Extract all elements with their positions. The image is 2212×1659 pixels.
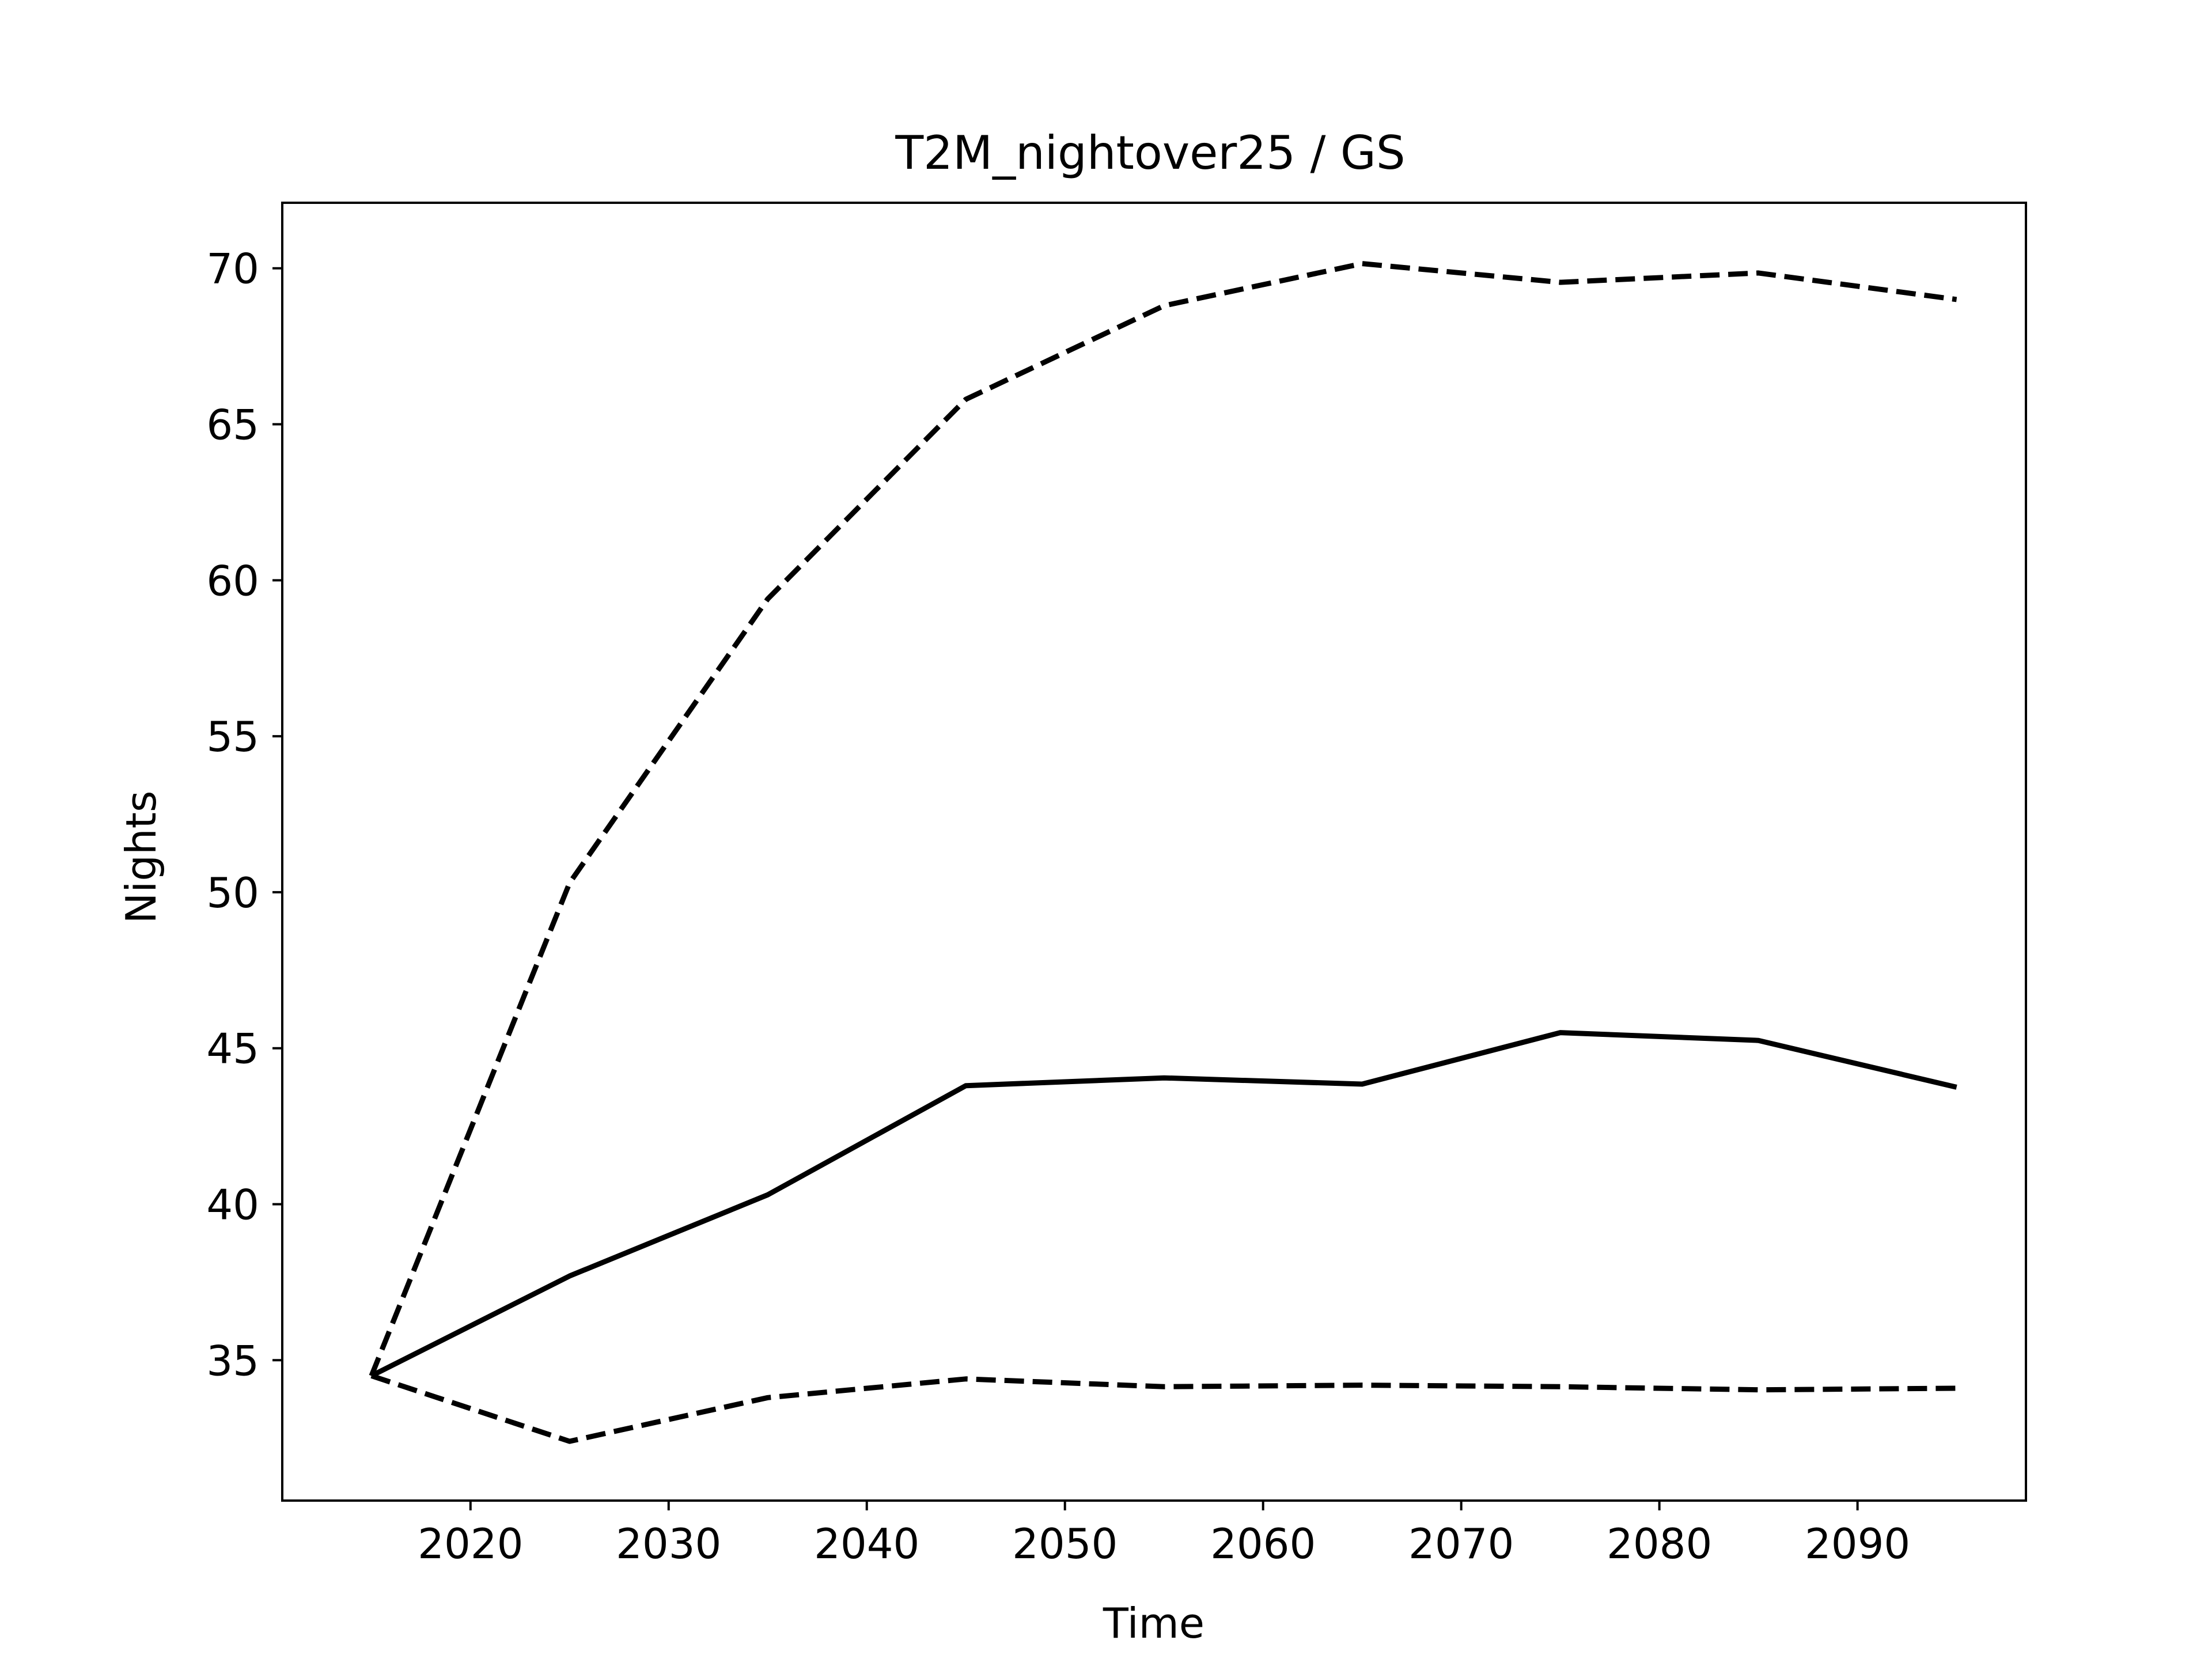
x-axis-label: Time <box>1103 1599 1205 1647</box>
x-tick-label: 2080 <box>1607 1520 1712 1568</box>
y-tick-label: 50 <box>206 869 259 917</box>
y-axis-label: Nights <box>117 791 165 924</box>
series-layer <box>369 261 1957 1444</box>
series-line-median <box>370 1030 1957 1378</box>
y-tick-label: 55 <box>206 713 259 761</box>
ticks-layer: 2020 2030 2040 2050 2060 2070 2080 2090 35 40 45 50… <box>206 245 1910 1568</box>
x-tick-label: 2040 <box>814 1520 919 1568</box>
plot-area-frame <box>281 202 2027 1502</box>
x-tick-label: 2070 <box>1408 1520 1514 1568</box>
y-tick-label: 60 <box>206 556 259 605</box>
x-tick-label: 2060 <box>1210 1520 1316 1568</box>
series-line-lower <box>370 1373 1957 1444</box>
chart-title: T2M_nightover25 / GS <box>895 126 1405 180</box>
y-tick-label: 70 <box>206 245 259 293</box>
y-tick-label: 35 <box>206 1336 259 1385</box>
x-tick-label: 2050 <box>1012 1520 1118 1568</box>
x-tick-label: 2030 <box>616 1520 721 1568</box>
x-tick-label: 2020 <box>418 1520 523 1568</box>
y-tick-label: 40 <box>206 1180 259 1229</box>
y-tick-label: 45 <box>206 1025 259 1073</box>
y-tick-label: 65 <box>206 401 259 449</box>
x-tick-label: 2090 <box>1805 1520 1910 1568</box>
